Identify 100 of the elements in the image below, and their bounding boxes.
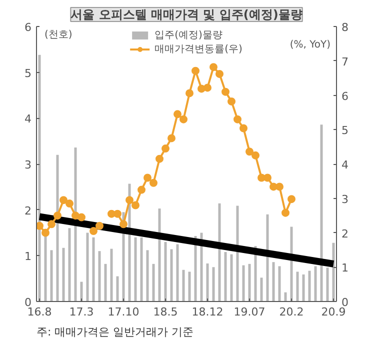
legend-label: 입주(예정)물량 <box>154 29 222 42</box>
bar <box>248 264 251 302</box>
point <box>162 144 170 153</box>
y-tick-label: 1 <box>24 250 32 264</box>
point <box>222 88 230 96</box>
bar <box>314 266 317 302</box>
bar <box>92 237 95 302</box>
bar <box>242 265 245 302</box>
point <box>276 182 284 191</box>
y2-axis-title: (%, YoY) <box>290 40 331 50</box>
x-tick-label: 17.10 <box>108 306 140 318</box>
point <box>78 213 86 222</box>
x-tick-label: 20.2 <box>279 306 304 318</box>
bar <box>266 214 269 302</box>
bar <box>110 248 113 302</box>
y2-tick-label: 1 <box>342 262 348 275</box>
bar <box>188 272 191 302</box>
point <box>132 201 140 210</box>
bar <box>164 242 167 302</box>
y2-tick-label: 7 <box>342 55 348 68</box>
bar <box>326 268 329 302</box>
point <box>60 196 68 204</box>
y2-tick-label: 2 <box>342 227 348 240</box>
point <box>234 115 242 124</box>
bar <box>284 292 287 302</box>
bar <box>206 263 209 302</box>
point <box>114 210 122 218</box>
y-tick-label: 3 <box>24 158 32 172</box>
bar <box>104 264 107 302</box>
y2-tick-label: 5 <box>342 124 348 138</box>
point <box>36 222 44 230</box>
bar <box>146 250 149 302</box>
point <box>144 174 152 182</box>
point <box>66 200 74 208</box>
point <box>288 195 296 204</box>
point <box>252 151 260 160</box>
bar <box>170 249 173 302</box>
bar <box>320 124 323 302</box>
point <box>126 196 134 204</box>
point <box>156 154 164 163</box>
chart-title: 서울 오피스텔 매매가격 및 입주(예정)물량 <box>70 8 302 22</box>
bar <box>74 148 77 302</box>
bar <box>86 232 89 302</box>
bar <box>308 270 311 302</box>
bar <box>200 232 203 302</box>
y2-tick-label: 3 <box>342 192 348 206</box>
point <box>96 222 104 230</box>
point <box>216 70 224 78</box>
point <box>246 148 254 156</box>
point <box>72 212 80 220</box>
bar <box>116 276 119 302</box>
bar <box>56 154 59 302</box>
bar <box>212 267 215 302</box>
point <box>90 227 98 236</box>
bar <box>50 250 53 302</box>
bar <box>218 203 221 302</box>
bar <box>272 262 275 302</box>
bar <box>176 244 179 302</box>
bar <box>152 264 155 302</box>
x-tick-label: 19.07 <box>234 306 266 318</box>
bar <box>98 251 101 302</box>
bar <box>62 248 65 302</box>
point <box>180 115 188 124</box>
y-tick-label: 5 <box>24 66 32 80</box>
y2-tick-label: 8 <box>342 21 348 34</box>
bar <box>134 237 137 302</box>
bar <box>332 242 335 302</box>
bar <box>260 278 263 302</box>
x-tick-label: 17.3 <box>69 306 94 318</box>
point <box>210 63 218 72</box>
bar <box>224 252 227 302</box>
bar <box>68 228 71 302</box>
point <box>42 228 50 237</box>
y2-tick-label: 4 <box>342 158 348 172</box>
bar <box>80 282 83 302</box>
point <box>54 212 62 220</box>
point <box>174 110 182 118</box>
bar <box>158 208 161 302</box>
point <box>240 124 248 132</box>
legend-label: 매매가격변동률(우) <box>154 43 242 56</box>
bar <box>38 54 41 302</box>
point <box>204 84 212 92</box>
point <box>48 220 56 228</box>
point <box>282 208 290 217</box>
point <box>138 186 146 194</box>
bar <box>302 274 305 302</box>
x-tick-label: 18.5 <box>153 306 178 318</box>
bar <box>44 235 47 302</box>
bar <box>182 270 185 302</box>
y-tick-label: 4 <box>24 112 32 126</box>
y-axis-title: (천호) <box>44 30 72 40</box>
bar <box>278 266 281 302</box>
y2-tick-label: 6 <box>342 90 348 103</box>
x-tick-label: 18.12 <box>192 306 224 318</box>
point <box>264 174 272 182</box>
point <box>120 220 128 228</box>
point <box>192 66 200 75</box>
bar <box>296 272 299 302</box>
y-tick-label: 2 <box>24 204 32 218</box>
bar <box>290 226 293 302</box>
